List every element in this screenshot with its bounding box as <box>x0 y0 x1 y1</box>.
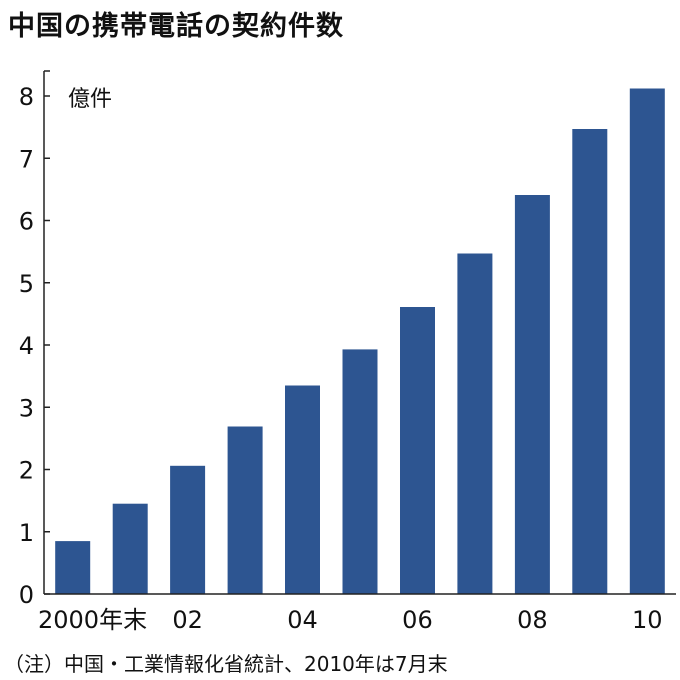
y-tick-label: 6 <box>19 208 34 236</box>
x-tick-label: 2000年末 <box>38 606 147 634</box>
bar <box>572 129 608 594</box>
bar <box>457 253 493 594</box>
y-tick-labels: 0 1 2 3 4 5 6 7 8 <box>19 83 34 609</box>
y-tick-label: 0 <box>19 581 34 609</box>
y-tick-label: 5 <box>19 270 34 298</box>
y-tick-label: 8 <box>19 83 34 111</box>
bar <box>514 195 550 594</box>
x-tick-label: 04 <box>287 606 318 634</box>
x-tick-labels: 2000年末 02 04 06 08 10 <box>38 606 663 634</box>
axes-group <box>43 70 676 595</box>
y-tick-label: 4 <box>19 332 34 360</box>
bar <box>629 88 665 594</box>
y-tick-label: 2 <box>19 457 34 485</box>
chart-title: 中国の携帯電話の契約件数 <box>8 11 344 42</box>
y-tick-label: 1 <box>19 519 34 547</box>
bar <box>55 541 91 594</box>
bar <box>400 307 435 594</box>
x-tick-label: 02 <box>172 606 203 634</box>
bar <box>112 503 148 594</box>
x-tick-label: 08 <box>517 606 548 634</box>
bars-group <box>55 88 665 594</box>
bar <box>285 385 320 594</box>
y-tick-label: 7 <box>19 145 34 173</box>
unit-label: 億件 <box>68 87 112 112</box>
source-note: （注）中国・工業情報化省統計、2010年は7月末 <box>4 652 448 676</box>
bar <box>227 426 263 594</box>
bar <box>170 465 206 594</box>
y-tick-label: 3 <box>19 394 34 422</box>
x-tick-label: 06 <box>402 606 433 634</box>
bar <box>342 349 378 594</box>
x-tick-label: 10 <box>632 606 663 634</box>
